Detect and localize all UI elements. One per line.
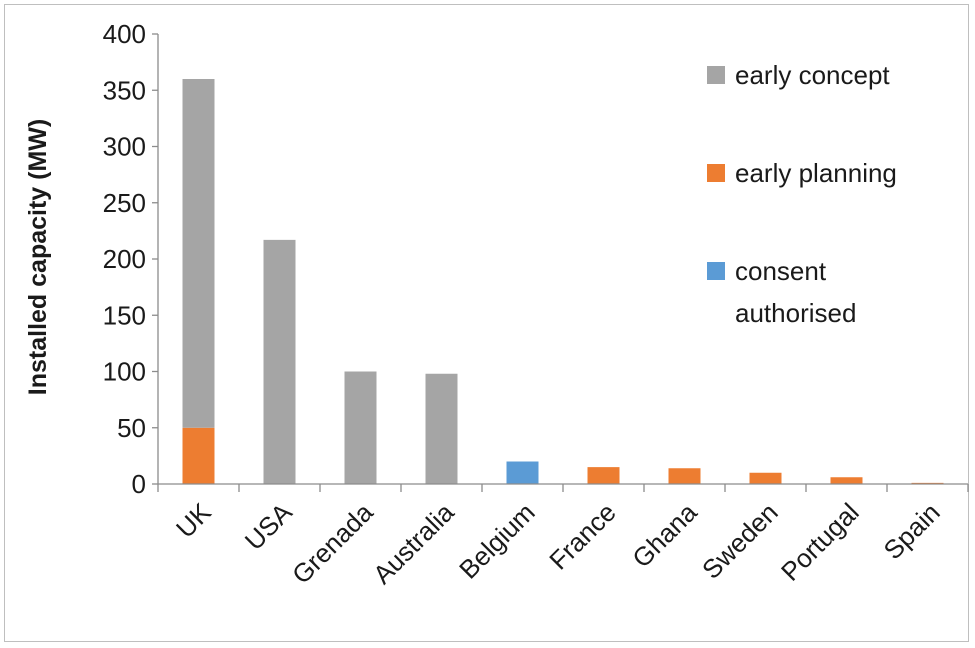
bar-early-planning xyxy=(749,472,782,484)
x-tick-label: Ghana xyxy=(626,497,703,574)
legend-label: early planning xyxy=(735,158,897,188)
x-tick-label: France xyxy=(543,497,621,575)
legend-swatch xyxy=(707,66,725,84)
y-tick-label: 400 xyxy=(103,19,146,49)
x-tick-label: Australia xyxy=(367,497,460,590)
y-tick-label: 150 xyxy=(103,300,146,330)
chart-frame xyxy=(4,4,969,642)
bar-early-planning xyxy=(668,468,701,484)
bar-early-planning xyxy=(587,467,620,484)
x-tick-label: Sweden xyxy=(696,497,784,585)
x-tick-label: Belgium xyxy=(453,497,541,585)
y-tick-label: 350 xyxy=(103,75,146,105)
bars-group xyxy=(182,79,944,484)
x-tick-label: Spain xyxy=(878,497,946,565)
legend-swatch xyxy=(707,262,725,280)
y-tick-label: 0 xyxy=(132,469,146,499)
y-tick-label: 200 xyxy=(103,244,146,274)
bar-consent-authorised xyxy=(506,461,539,484)
bar-early-concept xyxy=(425,373,458,484)
legend-label: early concept xyxy=(735,60,890,90)
y-tick-label: 100 xyxy=(103,357,146,387)
y-tick-label: 300 xyxy=(103,132,146,162)
y-tick-label: 250 xyxy=(103,188,146,218)
y-axis-title: Installed capacity (MW) xyxy=(24,119,52,395)
x-tick-label: Portugal xyxy=(775,497,865,587)
x-tick-label: USA xyxy=(239,497,298,556)
bar-early-planning xyxy=(830,477,863,484)
x-tick-label: Grenada xyxy=(286,497,379,590)
legend-swatch xyxy=(707,164,725,182)
bar-early-concept xyxy=(344,371,377,484)
bar-early-concept xyxy=(182,79,215,428)
bar-early-concept xyxy=(263,239,296,484)
legend-label: consent xyxy=(735,256,827,286)
y-tick-label: 50 xyxy=(117,413,146,443)
legend-label: authorised xyxy=(735,298,856,328)
legend: early concept early planning consent author… xyxy=(707,60,897,328)
x-tick-label: UK xyxy=(170,497,217,544)
bar-early-planning xyxy=(182,427,215,484)
